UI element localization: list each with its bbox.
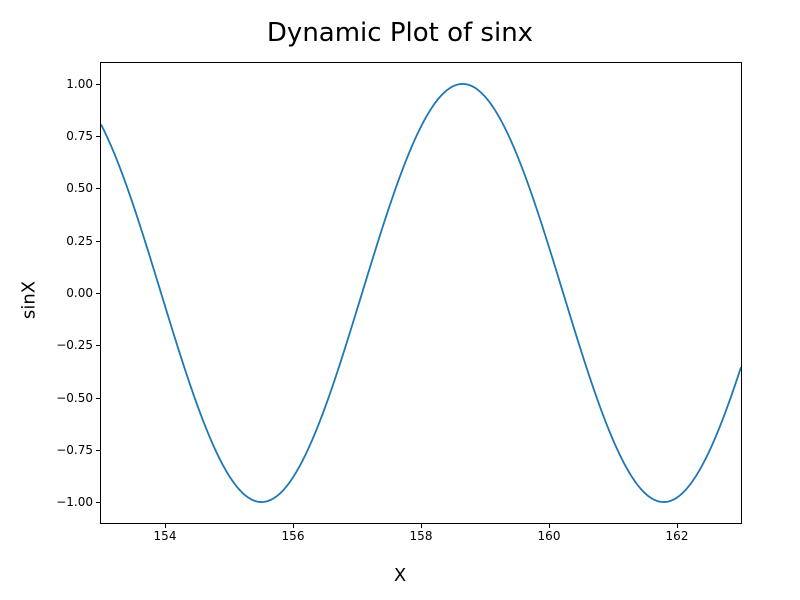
figure: Dynamic Plot of sinx sinX 15415615816016… [0, 0, 800, 600]
sine-line [101, 84, 741, 502]
line-plot-svg [101, 63, 741, 523]
x-axis-label: X [0, 565, 800, 586]
x-tick-mark [421, 523, 422, 528]
x-tick-label: 160 [538, 529, 561, 543]
y-tick-mark [96, 241, 101, 242]
y-tick-label: 0.00 [66, 286, 93, 300]
y-tick-label: −0.50 [56, 391, 93, 405]
y-tick-mark [96, 502, 101, 503]
y-tick-label: 0.25 [66, 234, 93, 248]
chart-title: Dynamic Plot of sinx [0, 18, 800, 48]
y-tick-label: 1.00 [66, 77, 93, 91]
x-tick-label: 158 [410, 529, 433, 543]
y-tick-mark [96, 450, 101, 451]
x-tick-mark [549, 523, 550, 528]
y-tick-label: −1.00 [56, 495, 93, 509]
y-tick-mark [96, 136, 101, 137]
x-tick-label: 162 [666, 529, 689, 543]
y-axis-label: sinX [19, 281, 40, 319]
y-tick-mark [96, 398, 101, 399]
y-tick-label: 0.75 [66, 129, 93, 143]
x-tick-label: 154 [154, 529, 177, 543]
y-tick-mark [96, 345, 101, 346]
x-tick-label: 156 [282, 529, 305, 543]
y-tick-mark [96, 188, 101, 189]
x-tick-mark [165, 523, 166, 528]
y-tick-label: −0.25 [56, 338, 93, 352]
y-tick-mark [96, 293, 101, 294]
y-tick-label: −0.75 [56, 443, 93, 457]
y-tick-label: 0.50 [66, 181, 93, 195]
plot-area: 154156158160162−1.00−0.75−0.50−0.250.000… [100, 62, 742, 524]
x-tick-mark [293, 523, 294, 528]
x-tick-mark [677, 523, 678, 528]
y-tick-mark [96, 84, 101, 85]
